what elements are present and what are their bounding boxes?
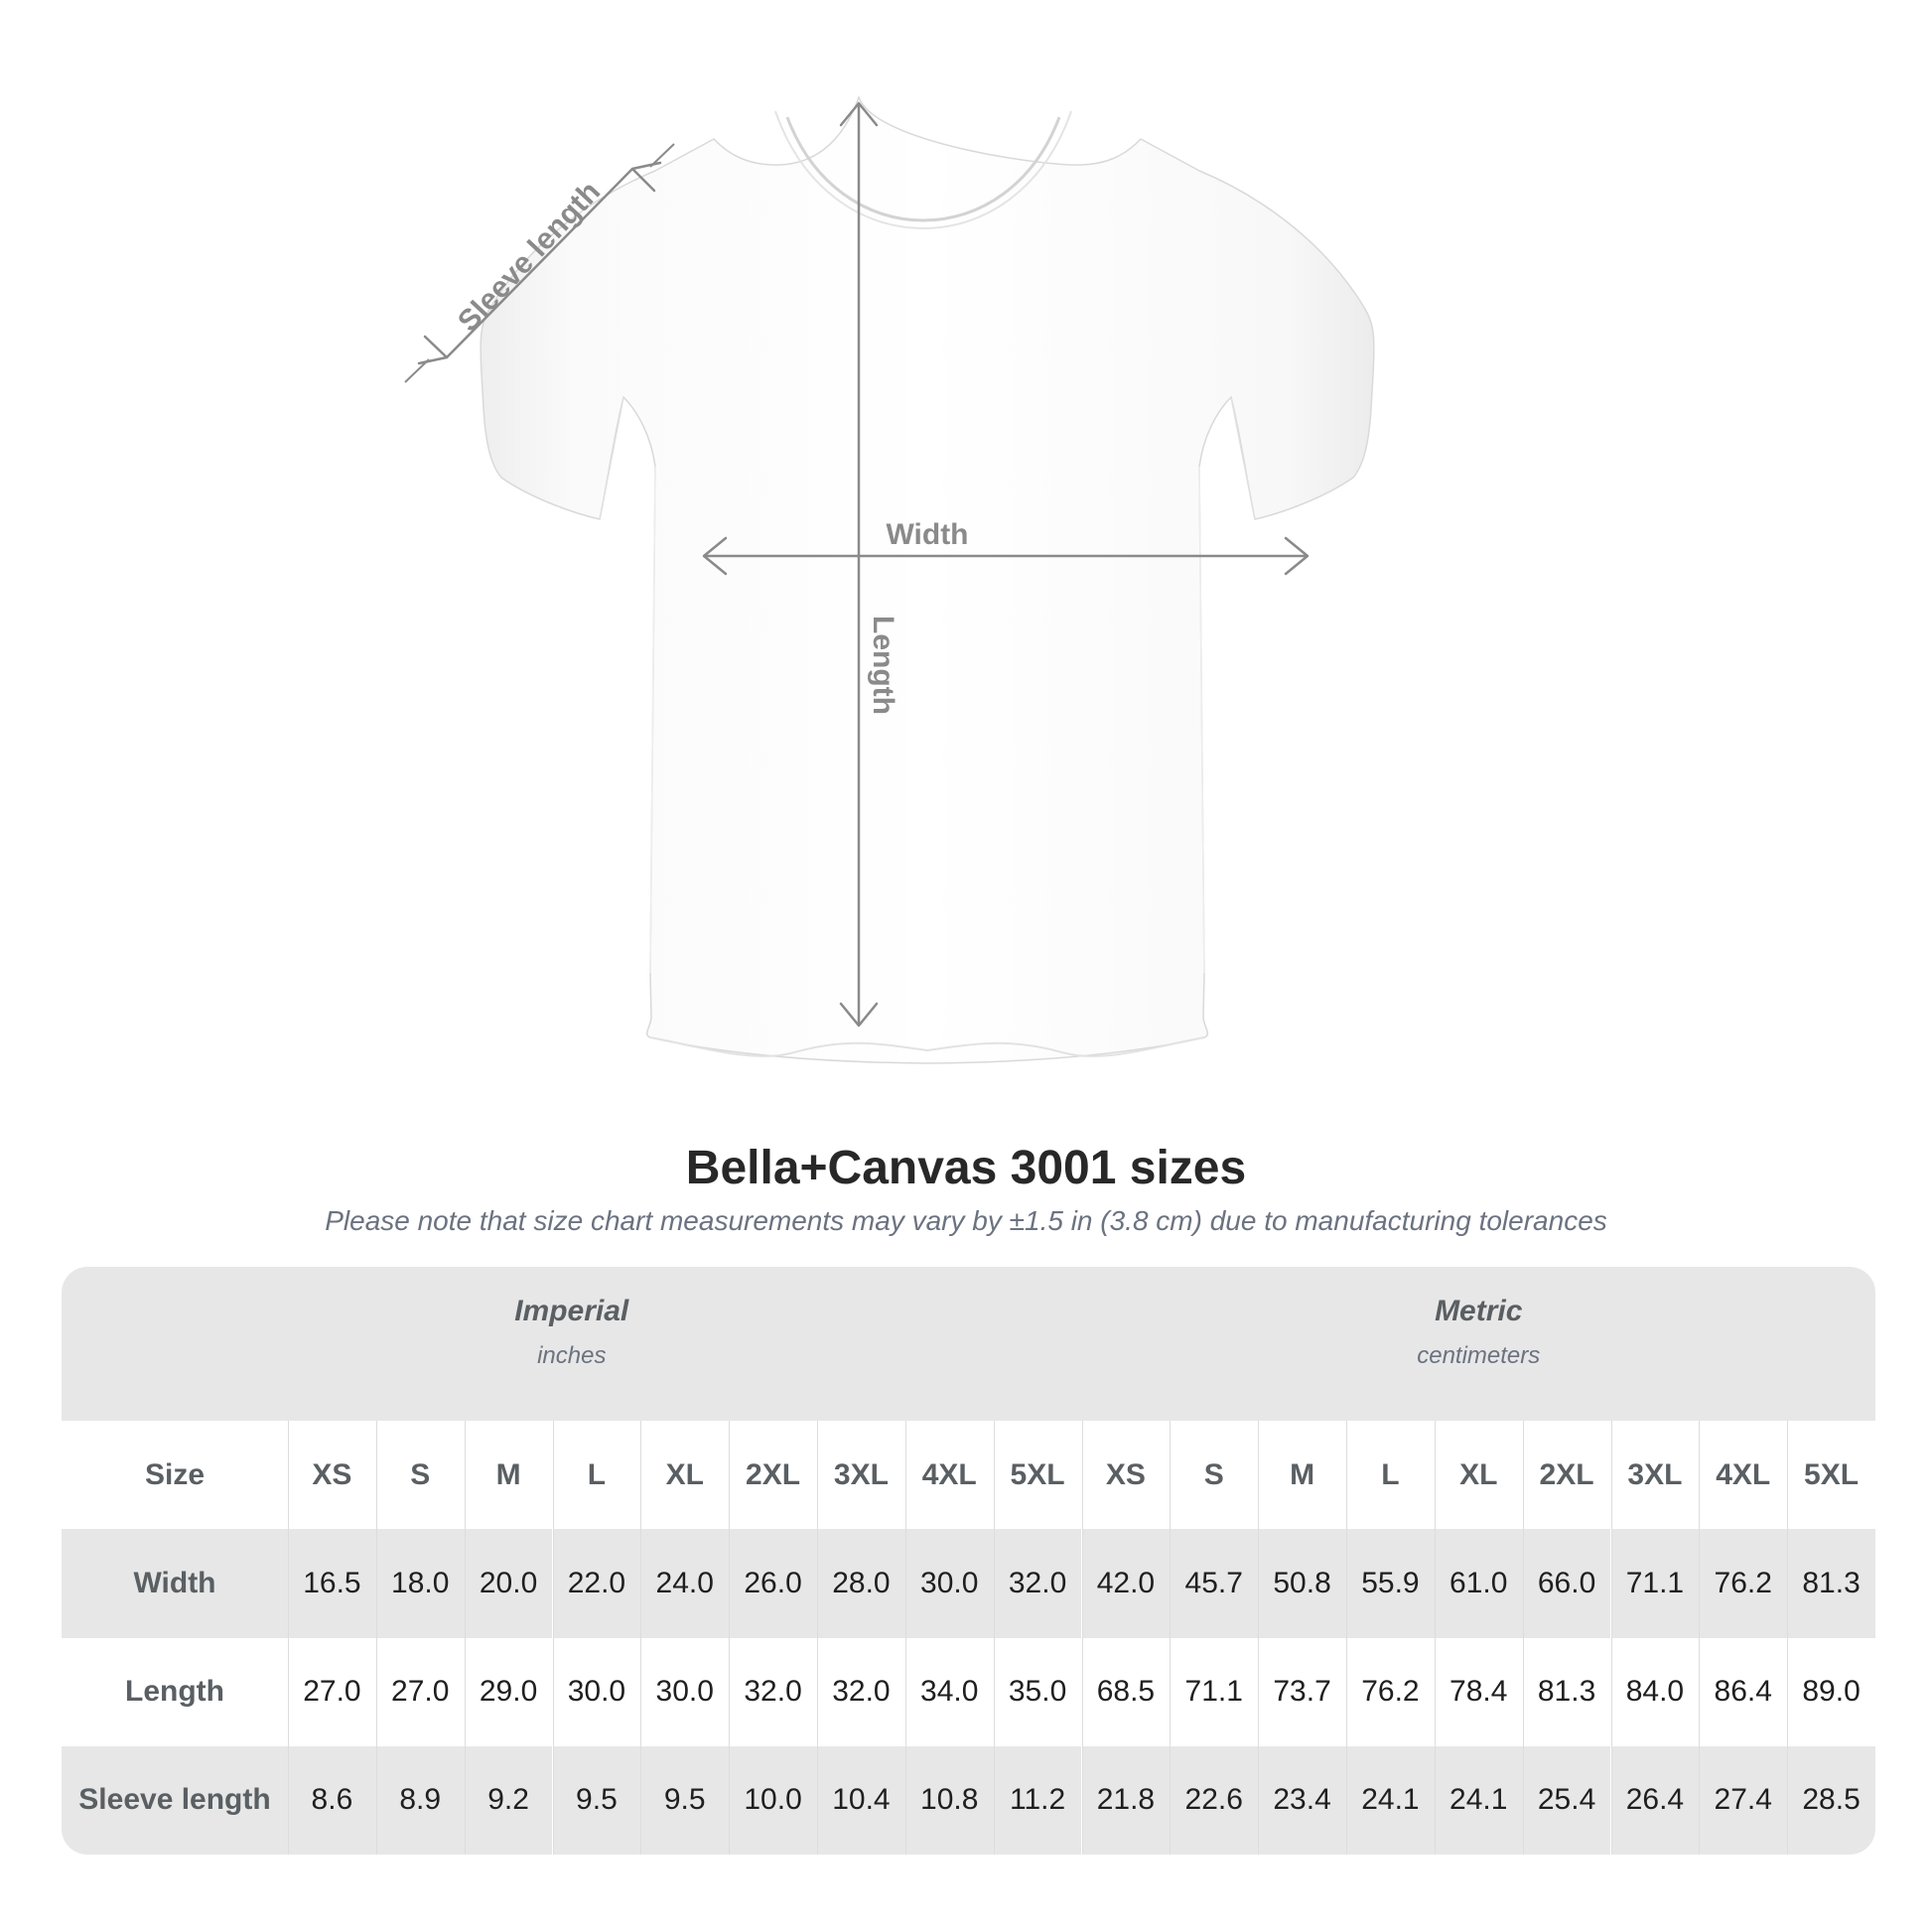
svg-text:Width: Width: [886, 518, 968, 551]
svg-text:Length: Length: [867, 616, 899, 715]
